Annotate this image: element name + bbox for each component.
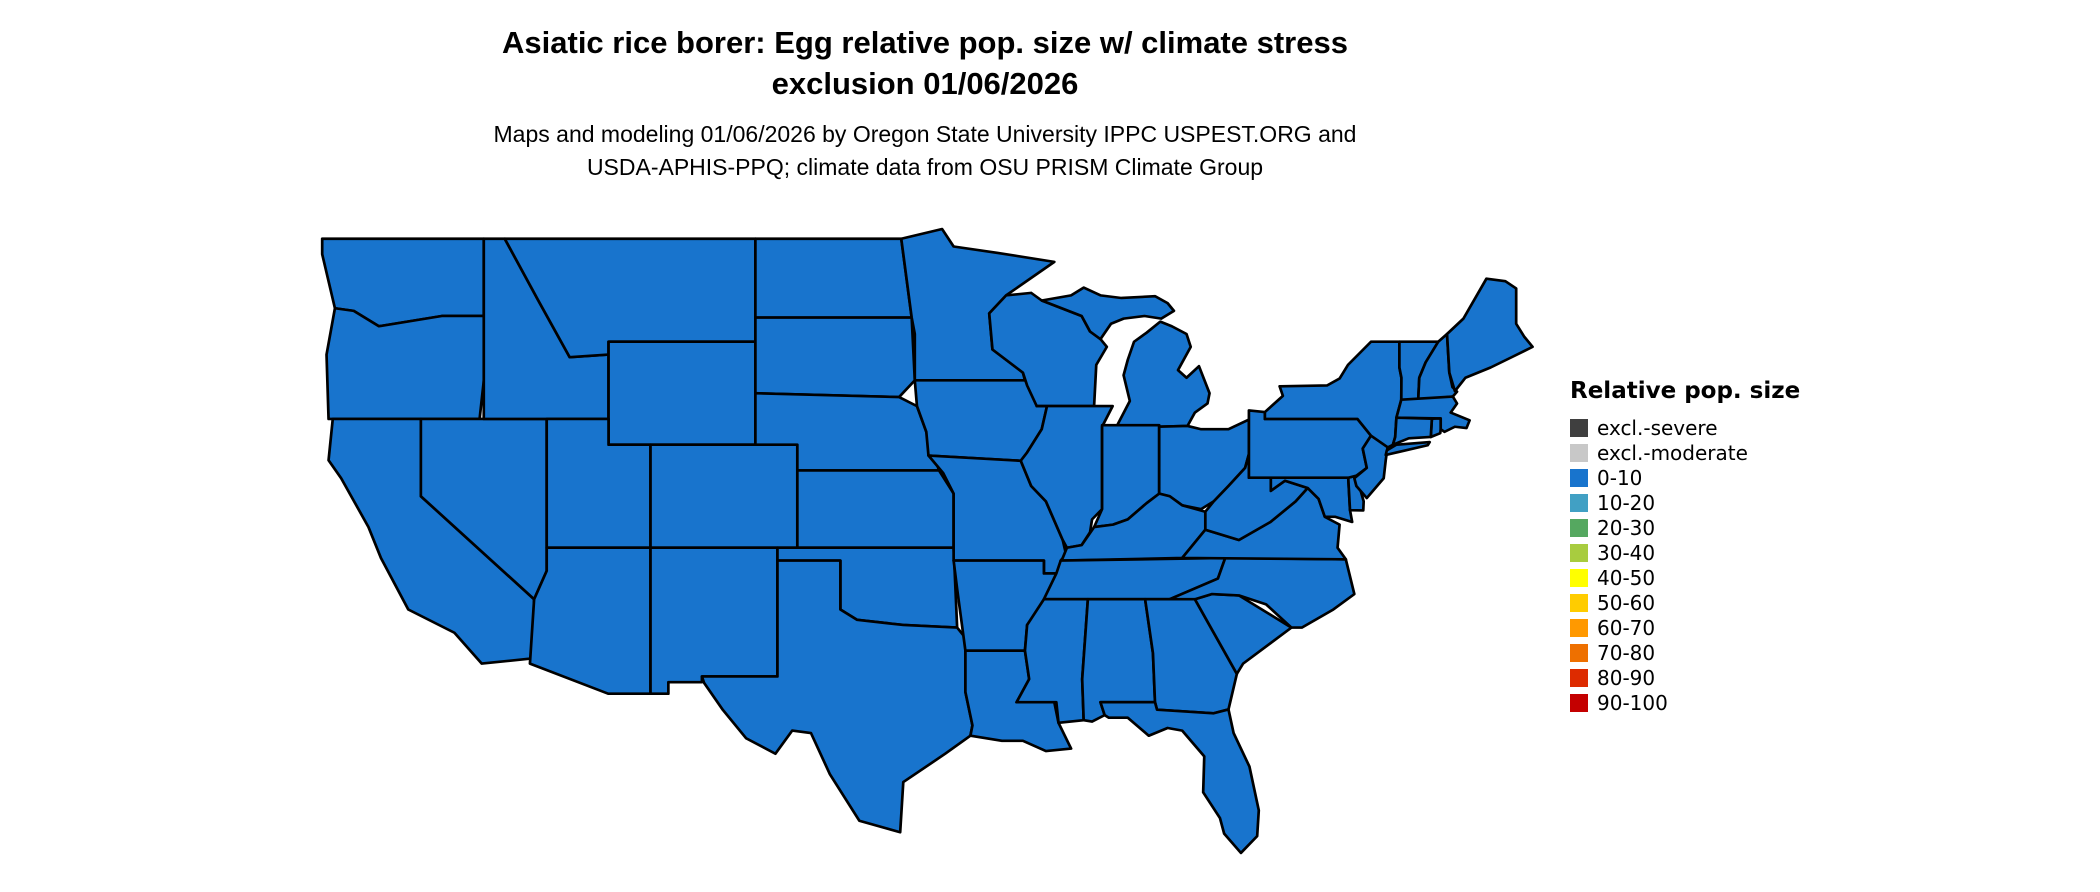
legend-label: 10-20 — [1597, 490, 1656, 515]
state-AZ — [528, 546, 652, 696]
legend-items: excl.-severe excl.-moderate 0-10 10-20 20-30… — [1570, 415, 1800, 715]
state-ME — [1445, 277, 1534, 393]
legend-label: 20-30 — [1597, 515, 1656, 540]
legend-item: 0-10 — [1570, 465, 1800, 490]
legend-item: 90-100 — [1570, 690, 1800, 715]
legend-swatch — [1570, 493, 1588, 512]
legend-item: 60-70 — [1570, 615, 1800, 640]
figure-header: Asiatic rice borer: Egg relative pop. si… — [0, 22, 1850, 184]
state-MI — [1115, 320, 1211, 429]
figure-subtitle: Maps and modeling 01/06/2026 by Oregon S… — [0, 118, 1850, 184]
legend-swatch — [1570, 568, 1588, 587]
state-CT — [1391, 416, 1434, 447]
legend-label: 50-60 — [1597, 590, 1656, 615]
state-PA — [1247, 409, 1373, 480]
state-TX — [700, 559, 974, 834]
state-NC — [1168, 556, 1356, 629]
legend-swatch — [1570, 418, 1588, 437]
legend-item: 20-30 — [1570, 515, 1800, 540]
legend-title: Relative pop. size — [1570, 378, 1801, 404]
legend: Relative pop. size excl.-severe excl.-mod… — [1570, 378, 1800, 715]
state-NM — [649, 546, 779, 696]
legend-swatch — [1570, 518, 1588, 537]
legend-item: 70-80 — [1570, 640, 1800, 665]
legend-swatch — [1570, 468, 1588, 487]
state-KS — [795, 469, 955, 550]
state-WY — [607, 340, 757, 447]
state-OR — [325, 306, 488, 421]
legend-swatch — [1570, 593, 1588, 612]
us-map — [320, 227, 1534, 855]
legend-label: 60-70 — [1597, 615, 1656, 640]
legend-item: 40-50 — [1570, 565, 1800, 590]
legend-label: 0-10 — [1597, 465, 1643, 490]
state-ND — [754, 237, 914, 319]
state-SD — [754, 316, 917, 399]
legend-item: 10-20 — [1570, 490, 1800, 515]
legend-item: excl.-moderate — [1570, 440, 1800, 465]
legend-swatch — [1570, 443, 1588, 462]
legend-item: excl.-severe — [1570, 415, 1800, 440]
state-MI — [1040, 286, 1176, 341]
legend-swatch — [1570, 543, 1588, 562]
legend-swatch — [1570, 618, 1588, 637]
figure-subtitle-line2: USDA-APHIS-PPQ; climate data from OSU PR… — [586, 154, 1264, 180]
figure-title-line1: Asiatic rice borer: Egg relative pop. si… — [502, 25, 1348, 60]
legend-label: 30-40 — [1597, 540, 1656, 565]
legend-label: 90-100 — [1597, 690, 1668, 715]
figure-title-line2: exclusion 01/06/2026 — [771, 66, 1079, 101]
legend-item: 50-60 — [1570, 590, 1800, 615]
legend-swatch — [1570, 643, 1588, 662]
legend-label: 70-80 — [1597, 640, 1656, 665]
state-NY — [1384, 440, 1432, 457]
legend-label: 40-50 — [1597, 565, 1656, 590]
state-CO — [649, 443, 799, 550]
legend-label: excl.-moderate — [1597, 440, 1748, 465]
state-FL — [1099, 700, 1261, 855]
state-IA — [913, 379, 1049, 463]
legend-swatch — [1570, 693, 1588, 712]
legend-swatch — [1570, 668, 1588, 687]
legend-label: 80-90 — [1597, 665, 1656, 690]
legend-item: 80-90 — [1570, 665, 1800, 690]
figure-subtitle-line1: Maps and modeling 01/06/2026 by Oregon S… — [493, 121, 1357, 147]
legend-label: excl.-severe — [1597, 415, 1718, 440]
legend-item: 30-40 — [1570, 540, 1800, 565]
